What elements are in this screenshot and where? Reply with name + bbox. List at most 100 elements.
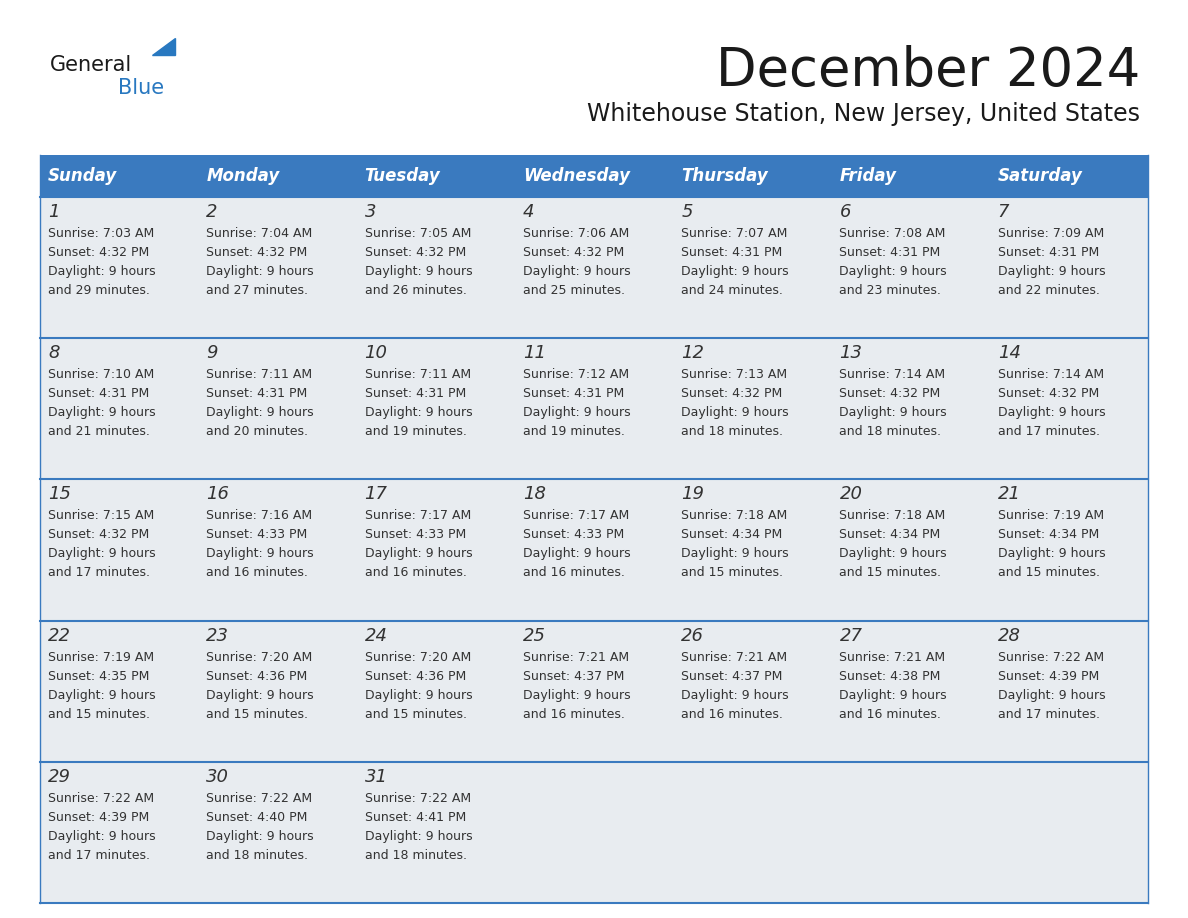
Bar [198, 338, 356, 479]
Text: Daylight: 9 hours: Daylight: 9 hours [998, 547, 1105, 560]
Text: Sunset: 4:31 PM: Sunset: 4:31 PM [365, 387, 466, 400]
Bar [356, 621, 514, 762]
Text: Blue: Blue [118, 78, 164, 98]
Text: Sunset: 4:32 PM: Sunset: 4:32 PM [48, 529, 150, 542]
Text: Daylight: 9 hours: Daylight: 9 hours [840, 547, 947, 560]
Text: General: General [50, 55, 132, 75]
Text: and 17 minutes.: and 17 minutes. [48, 849, 150, 862]
Bar [674, 155, 832, 197]
Text: 1: 1 [48, 203, 59, 221]
Text: and 18 minutes.: and 18 minutes. [365, 849, 467, 862]
Text: Sunset: 4:36 PM: Sunset: 4:36 PM [365, 669, 466, 683]
Text: Daylight: 9 hours: Daylight: 9 hours [998, 406, 1105, 420]
Polygon shape [152, 38, 175, 55]
Text: Daylight: 9 hours: Daylight: 9 hours [523, 688, 631, 701]
Text: Sunrise: 7:21 AM: Sunrise: 7:21 AM [681, 651, 788, 664]
Bar [674, 621, 832, 762]
Text: Sunset: 4:32 PM: Sunset: 4:32 PM [48, 246, 150, 259]
Text: 20: 20 [840, 486, 862, 503]
Text: Daylight: 9 hours: Daylight: 9 hours [523, 547, 631, 560]
Text: 25: 25 [523, 627, 545, 644]
Text: Sunset: 4:32 PM: Sunset: 4:32 PM [998, 387, 1099, 400]
Text: 3: 3 [365, 203, 377, 221]
Bar [356, 155, 514, 197]
Text: and 26 minutes.: and 26 minutes. [365, 284, 467, 297]
Text: Sunset: 4:33 PM: Sunset: 4:33 PM [365, 529, 466, 542]
Bar [674, 338, 832, 479]
Text: Sunrise: 7:14 AM: Sunrise: 7:14 AM [998, 368, 1104, 381]
Bar [198, 621, 356, 762]
Text: Daylight: 9 hours: Daylight: 9 hours [365, 547, 472, 560]
Text: Sunset: 4:32 PM: Sunset: 4:32 PM [207, 246, 308, 259]
Bar [990, 338, 1148, 479]
Text: Daylight: 9 hours: Daylight: 9 hours [840, 406, 947, 420]
Bar [198, 762, 356, 903]
Text: 10: 10 [365, 344, 387, 363]
Text: 24: 24 [365, 627, 387, 644]
Text: Sunrise: 7:11 AM: Sunrise: 7:11 AM [207, 368, 312, 381]
Text: Whitehouse Station, New Jersey, United States: Whitehouse Station, New Jersey, United S… [587, 102, 1140, 126]
Text: Sunrise: 7:22 AM: Sunrise: 7:22 AM [998, 651, 1104, 664]
Text: and 16 minutes.: and 16 minutes. [365, 566, 467, 579]
Text: Sunday: Sunday [48, 167, 118, 185]
Text: Sunrise: 7:07 AM: Sunrise: 7:07 AM [681, 227, 788, 240]
Text: and 25 minutes.: and 25 minutes. [523, 284, 625, 297]
Text: and 16 minutes.: and 16 minutes. [207, 566, 308, 579]
Text: 13: 13 [840, 344, 862, 363]
Text: Daylight: 9 hours: Daylight: 9 hours [998, 265, 1105, 278]
Text: 17: 17 [365, 486, 387, 503]
Text: Sunrise: 7:10 AM: Sunrise: 7:10 AM [48, 368, 154, 381]
Text: 28: 28 [998, 627, 1020, 644]
Bar [514, 197, 674, 338]
Text: Sunset: 4:36 PM: Sunset: 4:36 PM [207, 669, 308, 683]
Text: Sunset: 4:37 PM: Sunset: 4:37 PM [523, 669, 624, 683]
Text: and 15 minutes.: and 15 minutes. [365, 708, 467, 721]
Text: Sunset: 4:31 PM: Sunset: 4:31 PM [998, 246, 1099, 259]
Text: Sunrise: 7:12 AM: Sunrise: 7:12 AM [523, 368, 628, 381]
Text: Daylight: 9 hours: Daylight: 9 hours [681, 688, 789, 701]
Text: Daylight: 9 hours: Daylight: 9 hours [998, 688, 1105, 701]
Bar [40, 621, 198, 762]
Text: Sunrise: 7:11 AM: Sunrise: 7:11 AM [365, 368, 470, 381]
Text: 8: 8 [48, 344, 59, 363]
Text: Sunset: 4:35 PM: Sunset: 4:35 PM [48, 669, 150, 683]
Text: Sunrise: 7:21 AM: Sunrise: 7:21 AM [523, 651, 628, 664]
Text: and 20 minutes.: and 20 minutes. [207, 425, 308, 438]
Text: Daylight: 9 hours: Daylight: 9 hours [365, 406, 472, 420]
Text: and 29 minutes.: and 29 minutes. [48, 284, 150, 297]
Text: Sunset: 4:34 PM: Sunset: 4:34 PM [998, 529, 1099, 542]
Text: Tuesday: Tuesday [365, 167, 441, 185]
Text: and 24 minutes.: and 24 minutes. [681, 284, 783, 297]
Bar [356, 479, 514, 621]
Text: Daylight: 9 hours: Daylight: 9 hours [365, 265, 472, 278]
Text: Sunrise: 7:05 AM: Sunrise: 7:05 AM [365, 227, 470, 240]
Text: Sunset: 4:31 PM: Sunset: 4:31 PM [840, 246, 941, 259]
Bar [514, 762, 674, 903]
Text: 12: 12 [681, 344, 704, 363]
Text: and 16 minutes.: and 16 minutes. [523, 566, 625, 579]
Text: Sunrise: 7:15 AM: Sunrise: 7:15 AM [48, 509, 154, 522]
Text: Sunrise: 7:18 AM: Sunrise: 7:18 AM [840, 509, 946, 522]
Bar [674, 762, 832, 903]
Text: 21: 21 [998, 486, 1020, 503]
Text: Daylight: 9 hours: Daylight: 9 hours [48, 688, 156, 701]
Bar [40, 197, 198, 338]
Text: Sunrise: 7:04 AM: Sunrise: 7:04 AM [207, 227, 312, 240]
Bar [40, 762, 198, 903]
Text: Sunset: 4:32 PM: Sunset: 4:32 PM [681, 387, 783, 400]
Text: Sunset: 4:32 PM: Sunset: 4:32 PM [523, 246, 624, 259]
Text: and 21 minutes.: and 21 minutes. [48, 425, 150, 438]
Text: Thursday: Thursday [681, 167, 767, 185]
Bar [40, 338, 198, 479]
Text: Sunset: 4:33 PM: Sunset: 4:33 PM [523, 529, 624, 542]
Text: Sunset: 4:32 PM: Sunset: 4:32 PM [365, 246, 466, 259]
Text: Sunrise: 7:17 AM: Sunrise: 7:17 AM [365, 509, 470, 522]
Text: Saturday: Saturday [998, 167, 1082, 185]
Text: 30: 30 [207, 767, 229, 786]
Text: Daylight: 9 hours: Daylight: 9 hours [48, 265, 156, 278]
Bar [40, 155, 198, 197]
Text: Monday: Monday [207, 167, 279, 185]
Text: 31: 31 [365, 767, 387, 786]
Text: 15: 15 [48, 486, 71, 503]
Text: Daylight: 9 hours: Daylight: 9 hours [840, 688, 947, 701]
